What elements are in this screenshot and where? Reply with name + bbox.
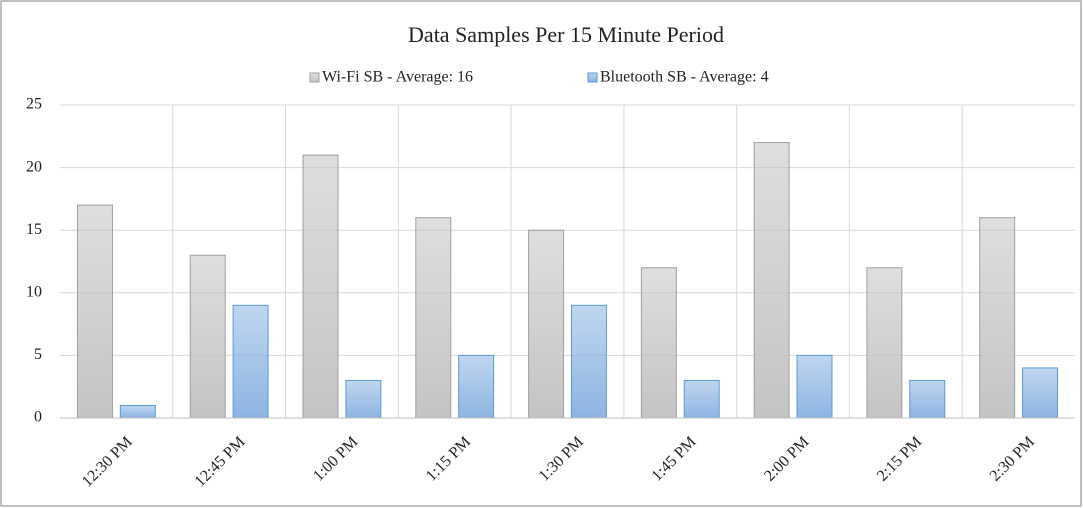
bar	[753, 142, 790, 419]
bar	[979, 217, 1016, 419]
bar	[570, 304, 607, 419]
bar	[909, 379, 946, 419]
bar	[528, 229, 565, 419]
bar	[683, 379, 720, 419]
bar	[302, 154, 339, 419]
y-tick-label: 5	[34, 346, 42, 363]
bar	[119, 404, 156, 419]
bar	[189, 254, 226, 419]
bar	[232, 304, 269, 419]
y-tick-label: 20	[26, 158, 42, 175]
legend-swatch	[587, 72, 598, 83]
bar	[640, 267, 677, 419]
bar	[76, 204, 113, 419]
bar	[415, 217, 452, 419]
bar	[796, 354, 833, 419]
bar	[1022, 367, 1059, 419]
legend-swatch	[309, 72, 320, 83]
bar	[458, 354, 495, 419]
y-tick-label: 0	[34, 409, 42, 426]
legend-label: Bluetooth SB - Average: 4	[600, 69, 769, 86]
legend-label: Wi-Fi SB - Average: 16	[322, 69, 473, 86]
y-tick-label: 15	[26, 221, 42, 238]
y-tick-label: 25	[26, 96, 42, 113]
bar	[866, 267, 903, 419]
y-tick-label: 10	[26, 283, 42, 300]
bar	[345, 379, 382, 419]
chart-title: Data Samples Per 15 Minute Period	[408, 22, 724, 47]
